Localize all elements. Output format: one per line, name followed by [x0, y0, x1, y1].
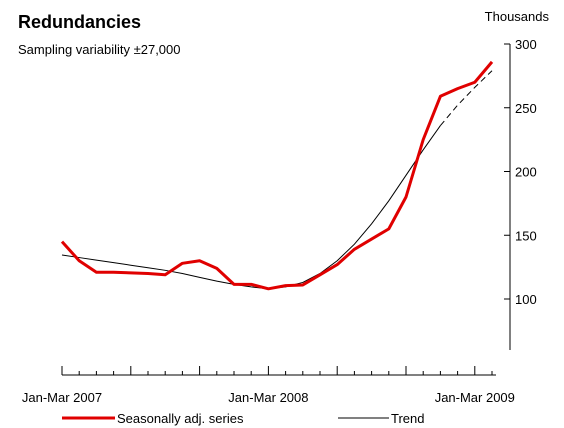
y-tick-label: 150 [515, 228, 537, 243]
x-tick-label: Jan-Mar 2008 [228, 390, 308, 405]
series-line-seasonally-adjusted [60, 60, 494, 291]
series-line-trend-projection [440, 70, 493, 126]
series-line-trend [61, 125, 441, 290]
legend: Seasonally adj. series Trend [62, 411, 424, 426]
legend-label-seasonally-adjusted: Seasonally adj. series [117, 411, 244, 426]
legend-label-trend: Trend [391, 411, 424, 426]
y-axis-ticks: 100 150 200 250 300 [504, 37, 537, 307]
series-layer [60, 60, 494, 291]
x-tick-label: Jan-Mar 2009 [435, 390, 515, 405]
chart-subtitle: Sampling variability ±27,000 [18, 42, 181, 57]
y-tick-label: 200 [515, 165, 537, 180]
y-tick-label: 250 [515, 101, 537, 116]
x-tick-label: Jan-Mar 2007 [22, 390, 102, 405]
y-tick-label: 300 [515, 37, 537, 52]
chart-title: Redundancies [18, 12, 141, 32]
y-tick-label: 100 [515, 292, 537, 307]
x-axis-labels: Jan-Mar 2007 Jan-Mar 2008 Jan-Mar 2009 [22, 390, 515, 405]
x-axis-ticks [61, 366, 493, 375]
unit-label: Thousands [485, 9, 550, 24]
